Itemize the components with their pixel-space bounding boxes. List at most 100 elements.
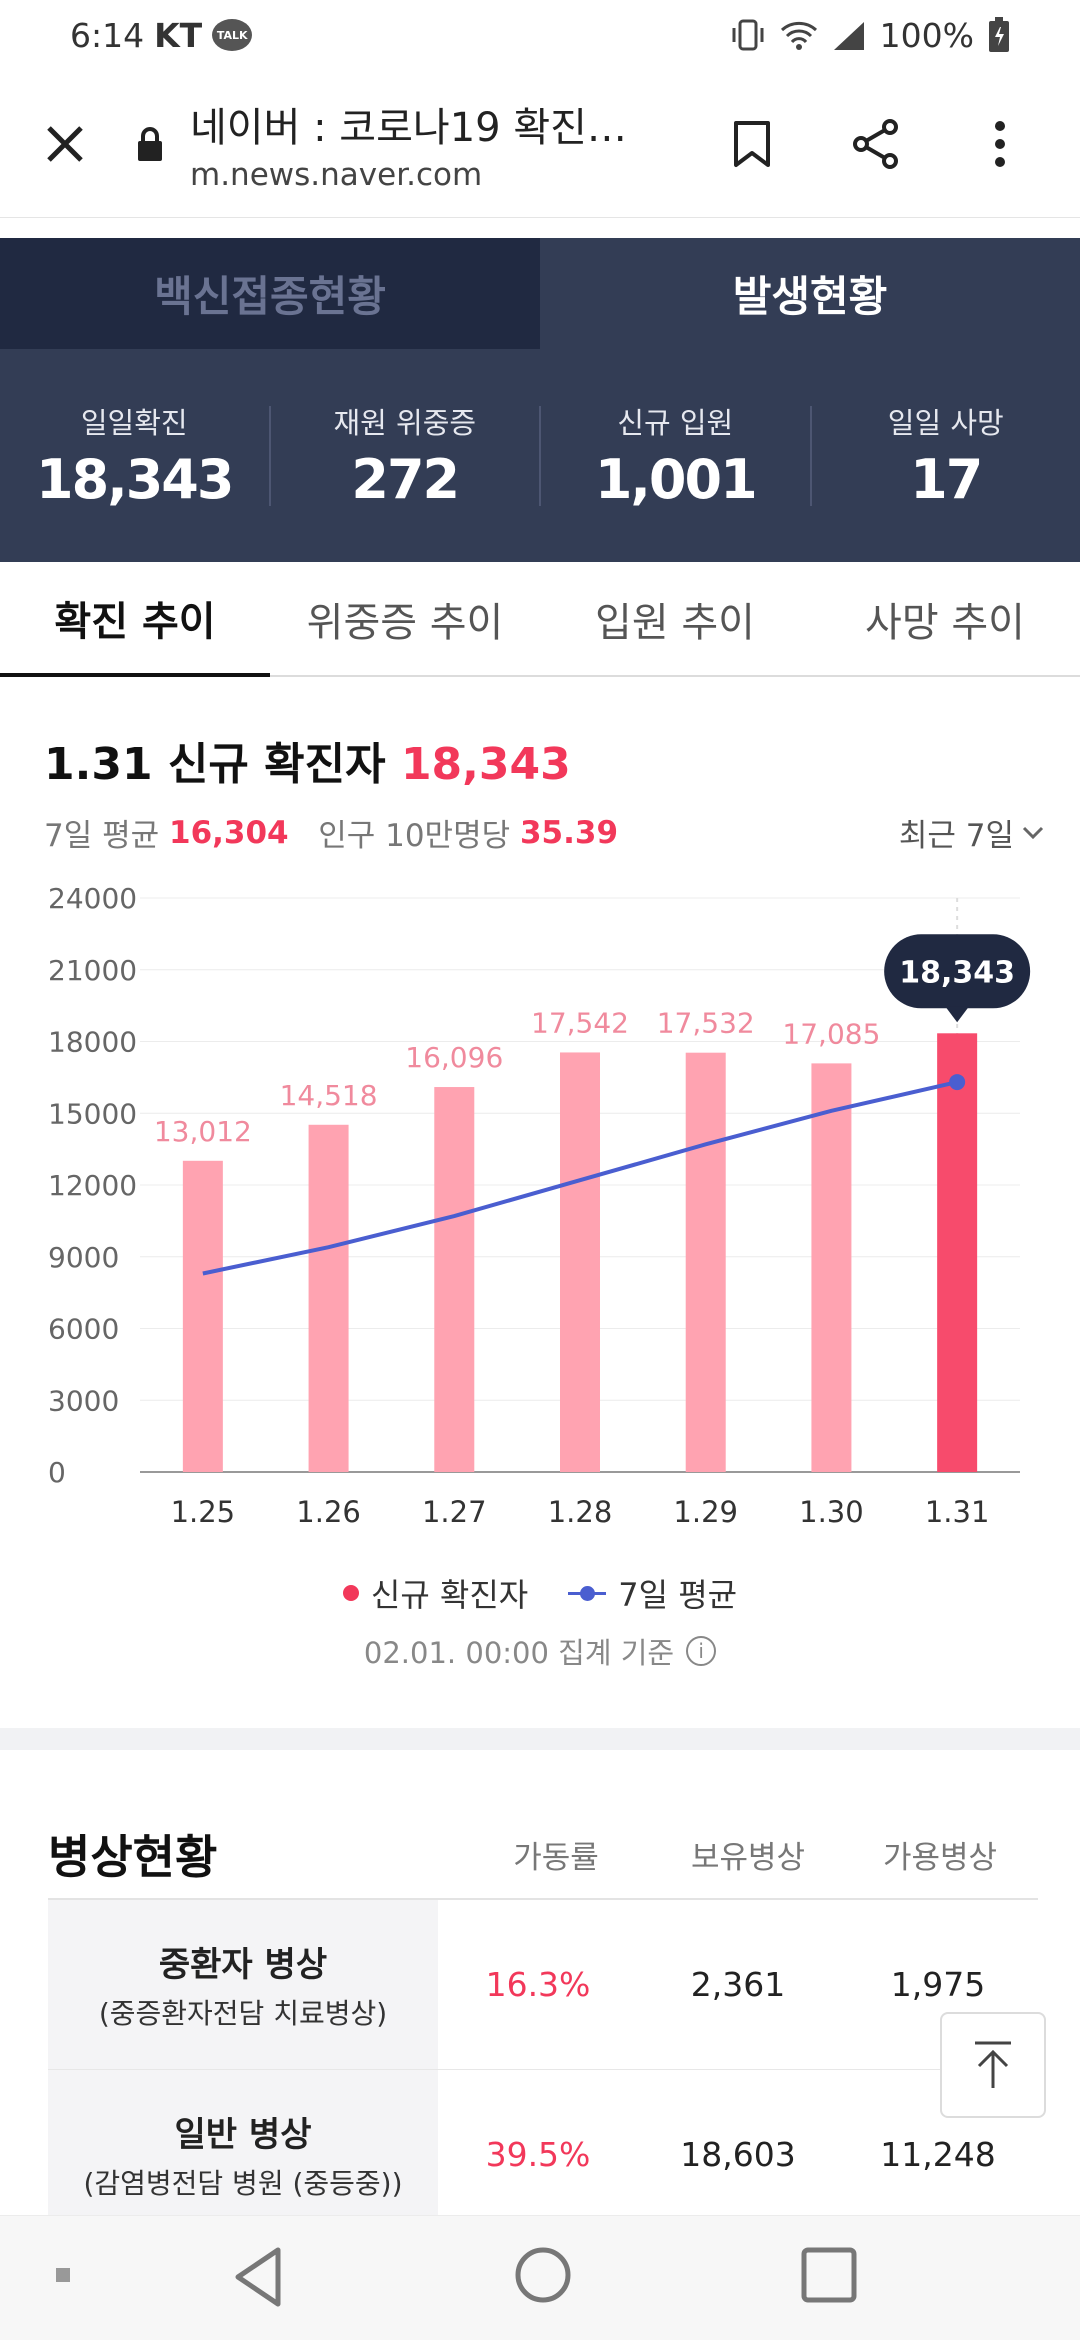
x-tick-label: 1.28 xyxy=(548,1495,613,1529)
y-tick-label: 12000 xyxy=(48,1169,137,1202)
trend-tabs: 확진 추이 위중증 추이 입원 추이 사망 추이 xyxy=(0,562,1080,677)
share-button[interactable] xyxy=(836,104,916,184)
bar xyxy=(937,1033,978,1472)
bar-value-label: 14,518 xyxy=(280,1079,378,1112)
y-tick-label: 6000 xyxy=(48,1313,119,1346)
bed-name: 일반 병상 xyxy=(174,2115,312,2155)
nav-home-button[interactable] xyxy=(514,2246,572,2304)
tooltip-bubble xyxy=(884,934,1031,1009)
tooltip-pointer xyxy=(945,1006,970,1023)
bar xyxy=(685,1052,726,1472)
chart-legend: 신규 확진자 7일 평균 xyxy=(0,1570,1080,1616)
stat-critical: 재원 위중증 272 xyxy=(271,405,541,511)
stat-daily-deaths: 일일 사망 17 xyxy=(812,406,1080,511)
stat-label: 일일 사망 xyxy=(887,406,1004,440)
bar xyxy=(182,1160,223,1472)
col-owned-beds: 보유병상 xyxy=(690,1839,806,1876)
legend-new-cases: 신규 확진자 xyxy=(342,1570,528,1616)
y-tick-label: 24000 xyxy=(48,882,137,915)
table-row: 중환자 병상 (중증환자전담 치료병상) 16.3% 2,361 1,975 xyxy=(48,1900,1038,2070)
col-utilization: 가동률 xyxy=(513,1839,599,1876)
page-title: 네이버 : 코로나19 확진… xyxy=(190,104,627,151)
per-capita-value: 35.39 xyxy=(519,814,619,851)
signal-icon xyxy=(833,22,864,50)
nav-menu-button[interactable] xyxy=(54,2266,72,2284)
lock-icon xyxy=(130,126,170,162)
bed-rate: 16.3% xyxy=(485,1965,591,2004)
bar-value-label: 13,012 xyxy=(154,1115,252,1148)
status-time: 6:14 xyxy=(70,15,145,55)
stat-daily-confirmed: 일일확진 18,343 xyxy=(0,405,271,511)
x-tick-label: 1.27 xyxy=(422,1495,487,1529)
bar-value-label: 17,542 xyxy=(531,1006,629,1039)
bed-row-label: 중환자 병상 (중증환자전담 치료병상) xyxy=(48,1900,438,2069)
nav-recents-button[interactable] xyxy=(800,2246,858,2304)
bar-value-label: 17,085 xyxy=(782,1017,880,1050)
tab-vaccination[interactable]: 백신접종현황 xyxy=(0,238,540,349)
more-options-button[interactable] xyxy=(960,104,1040,184)
y-tick-label: 0 xyxy=(48,1456,66,1489)
chart-title-value: 18,343 xyxy=(400,739,571,790)
period-dropdown[interactable]: 최근 7일 xyxy=(899,810,1044,855)
bookmark-button[interactable] xyxy=(712,104,792,184)
bed-row-label: 일반 병상 (감염병전담 병원 (중등중)) xyxy=(48,2070,438,2239)
legend-line-icon xyxy=(568,1585,607,1601)
back-triangle-icon xyxy=(235,2247,281,2307)
talk-notification-icon: TALK xyxy=(212,19,253,51)
y-tick-label: 18000 xyxy=(48,1026,137,1059)
avg-line xyxy=(202,1080,958,1276)
bar-value-label: 17,532 xyxy=(657,1007,755,1040)
section-divider xyxy=(0,1728,1080,1750)
beds-header: 병상현황 가동률 보유병상 가용병상 xyxy=(48,1810,1038,1900)
chart-title-prefix: 1.31 신규 확진자 xyxy=(44,739,386,790)
x-tick-label: 1.30 xyxy=(799,1495,864,1529)
y-tick-label: 15000 xyxy=(48,1097,137,1130)
battery-text: 100% xyxy=(879,15,974,55)
tab-admission-trend[interactable]: 입원 추이 xyxy=(595,599,755,646)
share-icon xyxy=(853,118,898,169)
nav-back-button[interactable] xyxy=(230,2246,286,2308)
bar xyxy=(434,1087,475,1472)
avg-line-point xyxy=(949,1074,966,1091)
more-vertical-icon xyxy=(995,120,1005,167)
stat-value: 18,343 xyxy=(36,448,234,511)
legend-dot-icon xyxy=(342,1585,359,1601)
wifi-icon xyxy=(780,21,817,50)
stat-new-admissions: 신규 입원 1,001 xyxy=(541,405,812,511)
aggregation-basis: 02.01. 00:00 집계 기준 i xyxy=(0,1630,1080,1672)
page-url: m.news.naver.com xyxy=(190,156,483,193)
tooltip-value: 18,343 xyxy=(899,955,1015,990)
bar xyxy=(560,1052,600,1472)
address-bar[interactable]: 네이버 : 코로나19 확진… m.news.naver.com xyxy=(190,95,712,193)
bed-owned: 18,603 xyxy=(680,2135,796,2174)
chevron-down-icon xyxy=(1022,826,1044,839)
stat-label: 재원 위중증 xyxy=(333,406,477,440)
legend-label: 7일 평균 xyxy=(618,1576,738,1614)
period-label: 최근 7일 xyxy=(898,818,1014,854)
tab-critical-trend[interactable]: 위중증 추이 xyxy=(306,599,504,646)
bar xyxy=(811,1063,852,1472)
bed-name: 중환자 병상 xyxy=(158,1945,328,1985)
status-carrier: KT xyxy=(154,15,203,55)
home-circle-icon xyxy=(515,2247,571,2303)
close-button[interactable] xyxy=(0,70,130,218)
bed-desc: (중증환자전담 치료병상) xyxy=(98,1997,388,2030)
per-capita-label: 인구 10만명당 xyxy=(318,818,511,854)
stat-label: 일일확진 xyxy=(80,406,188,440)
scroll-to-top-button[interactable] xyxy=(940,2012,1046,2118)
chart-subtitle: 7일 평균 16,304 인구 10만명당 35.39 최근 7일 xyxy=(44,810,1044,855)
chart-title: 1.31 신규 확진자 18,343 xyxy=(44,728,1044,792)
tab-death-trend[interactable]: 사망 추이 xyxy=(865,599,1025,646)
y-tick-label: 9000 xyxy=(48,1241,119,1274)
y-tick-label: 3000 xyxy=(48,1384,119,1417)
info-icon[interactable]: i xyxy=(686,1636,717,1666)
square-dot-icon xyxy=(56,2268,70,2282)
tab-occurrence[interactable]: 발생현황 xyxy=(540,238,1080,349)
bed-available: 11,248 xyxy=(880,2135,996,2174)
tab-confirmed-trend[interactable]: 확진 추이 xyxy=(0,562,270,677)
chart-header: 1.31 신규 확진자 18,343 7일 평균 16,304 인구 10만명당… xyxy=(44,728,1044,855)
bookmark-icon xyxy=(734,120,770,167)
system-navigation-bar xyxy=(0,2215,1080,2340)
stats-row: 일일확진 18,343 재원 위중증 272 신규 입원 1,001 일일 사망… xyxy=(0,349,1080,562)
stat-value: 272 xyxy=(351,448,460,511)
